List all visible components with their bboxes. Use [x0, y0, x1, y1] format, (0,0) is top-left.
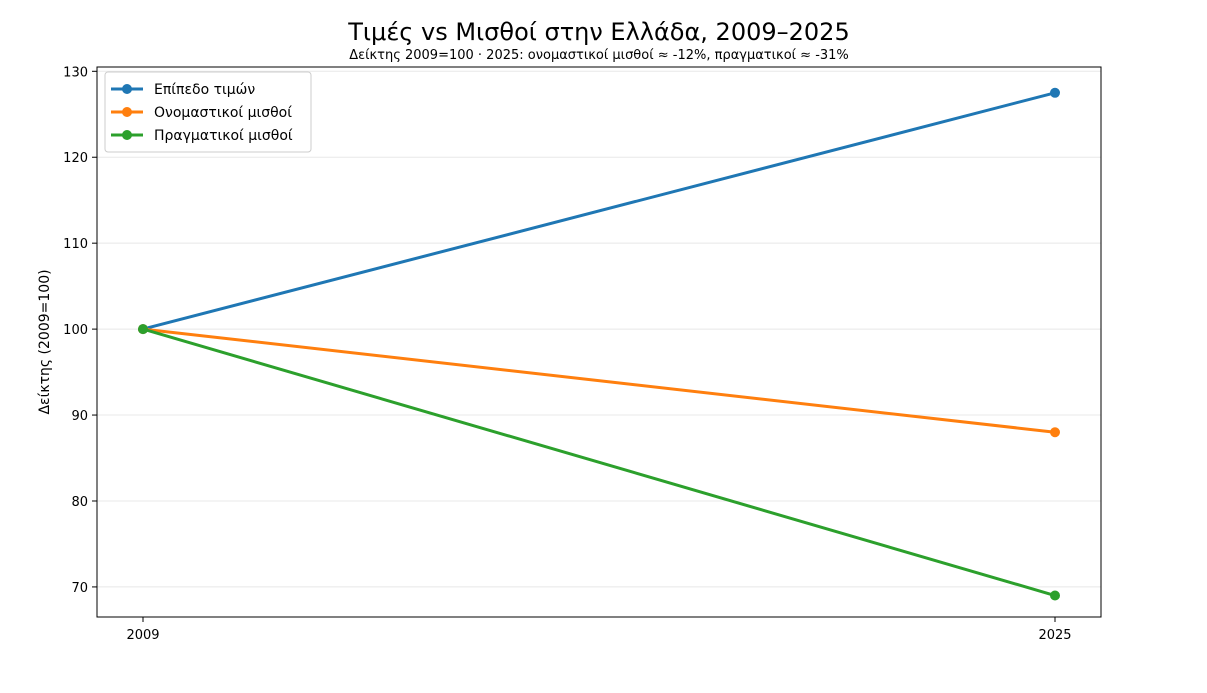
y-tick-label: 90	[71, 409, 88, 424]
y-tick-label: 130	[63, 65, 88, 80]
series-line	[141, 327, 1057, 434]
chart-title: Τιμές vs Μισθοί στην Ελλάδα, 2009–2025	[347, 18, 849, 46]
x-axis-ticks: 2009 2025	[126, 617, 1072, 643]
legend-swatch-marker	[122, 107, 132, 117]
x-tick-label: 2025	[1038, 628, 1071, 643]
legend: Επίπεδο τιμών Ονομαστικοί μισθοί Πραγματικ…	[104, 71, 312, 153]
chart-subtitle: Δείκτης 2009=100 · 2025: ονομαστικοί μισ…	[349, 48, 849, 63]
series-point	[138, 324, 148, 335]
x-tick-label: 2009	[126, 628, 159, 643]
y-tick-label: 110	[63, 237, 88, 252]
series-line	[141, 91, 1057, 331]
legend-label: Ονομαστικοί μισθοί	[154, 105, 292, 121]
y-tick-label: 100	[63, 323, 88, 338]
series-point	[1050, 427, 1060, 438]
y-axis-label: Δείκτης (2009=100)	[37, 269, 53, 414]
y-axis-ticks: 70 80 90 100 110 120 130	[63, 65, 97, 596]
legend-swatch-marker	[122, 84, 132, 94]
y-tick-label: 70	[71, 581, 88, 596]
series-line	[141, 327, 1057, 598]
legend-label: Πραγματικοί μισθοί	[154, 128, 293, 144]
plot-frame	[96, 66, 1102, 618]
y-tick-label: 80	[71, 495, 88, 510]
legend-swatch-marker	[122, 130, 132, 140]
series-point	[1050, 87, 1060, 98]
y-tick-label: 120	[63, 151, 88, 166]
series-group	[138, 87, 1060, 601]
legend-box	[104, 71, 312, 153]
legend-label: Επίπεδο τιμών	[154, 82, 255, 98]
gridlines	[97, 70, 1101, 588]
series-point	[1050, 590, 1060, 601]
